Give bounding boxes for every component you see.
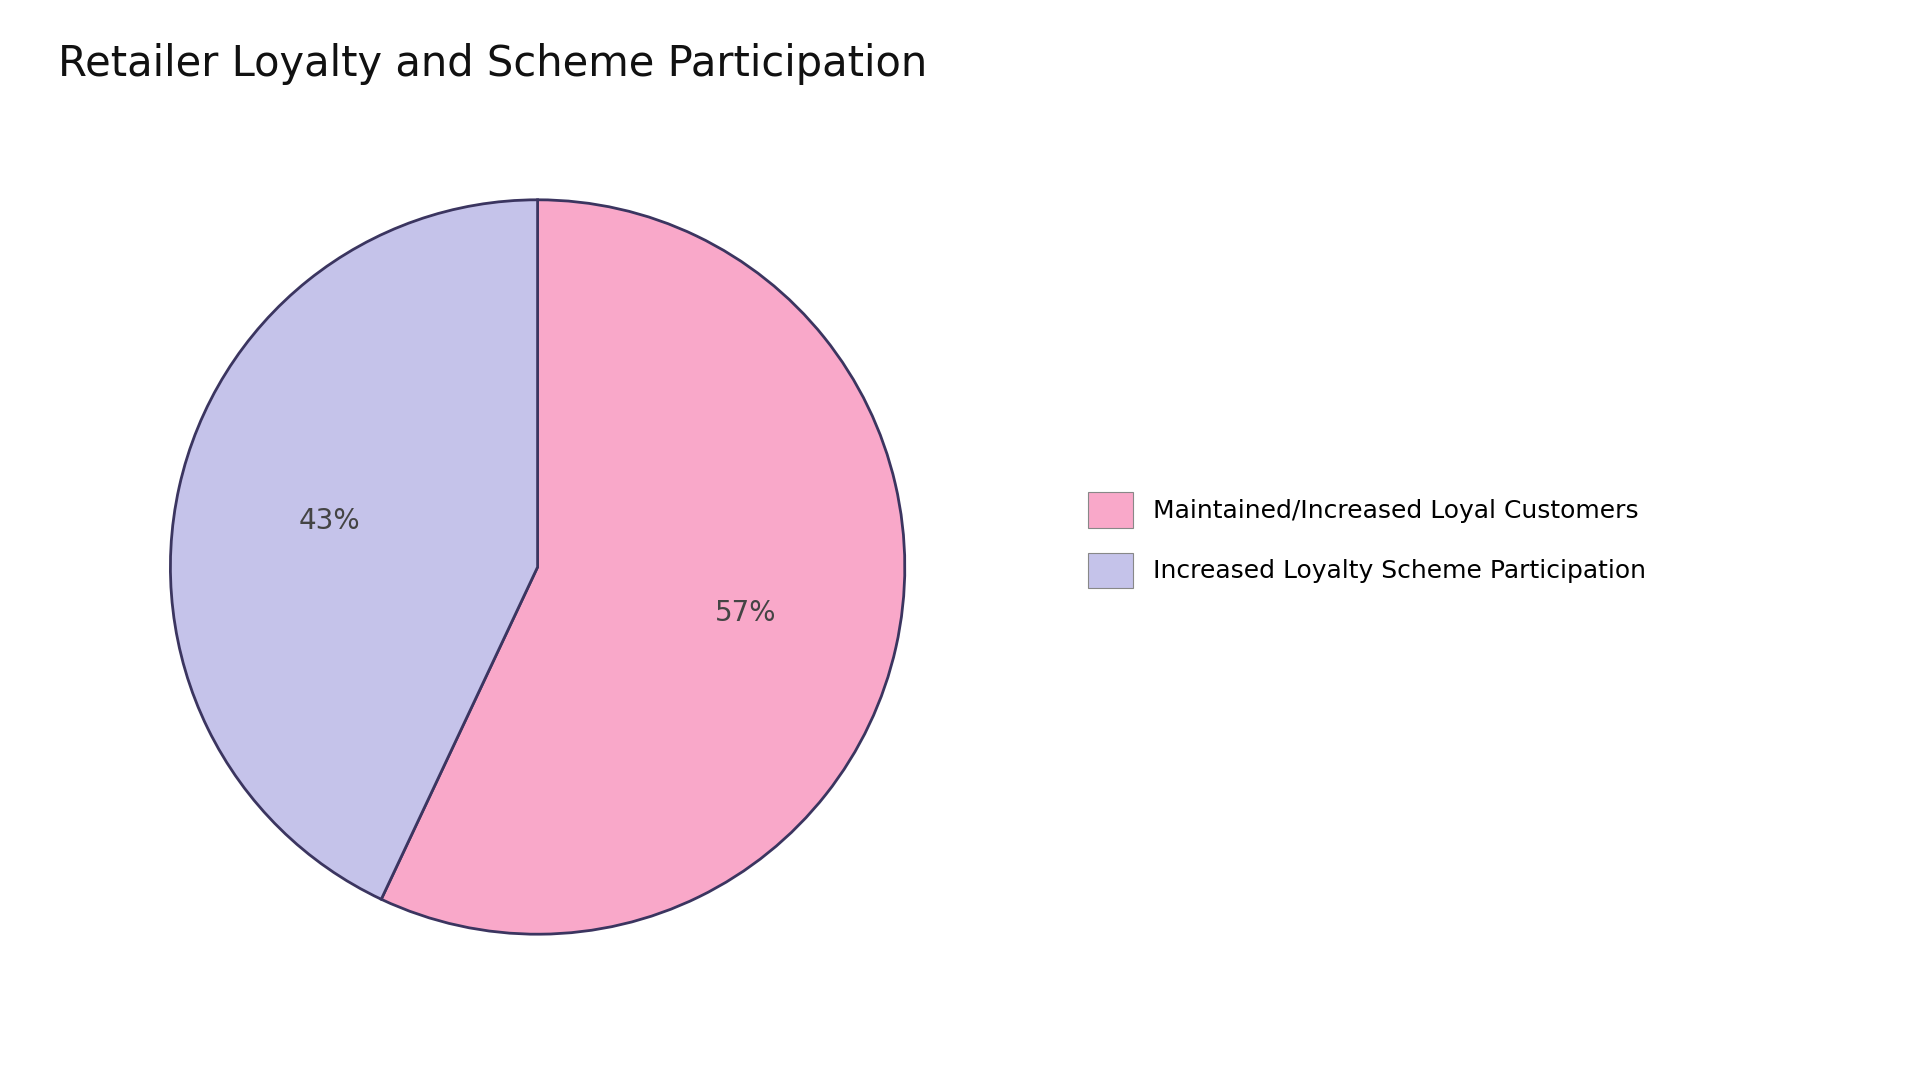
Text: 43%: 43%: [300, 507, 361, 535]
Wedge shape: [382, 200, 904, 934]
Text: Retailer Loyalty and Scheme Participation: Retailer Loyalty and Scheme Participatio…: [58, 43, 927, 85]
Wedge shape: [171, 200, 538, 900]
Legend: Maintained/Increased Loyal Customers, Increased Loyalty Scheme Participation: Maintained/Increased Loyal Customers, In…: [1089, 492, 1645, 588]
Text: 57%: 57%: [714, 599, 776, 627]
